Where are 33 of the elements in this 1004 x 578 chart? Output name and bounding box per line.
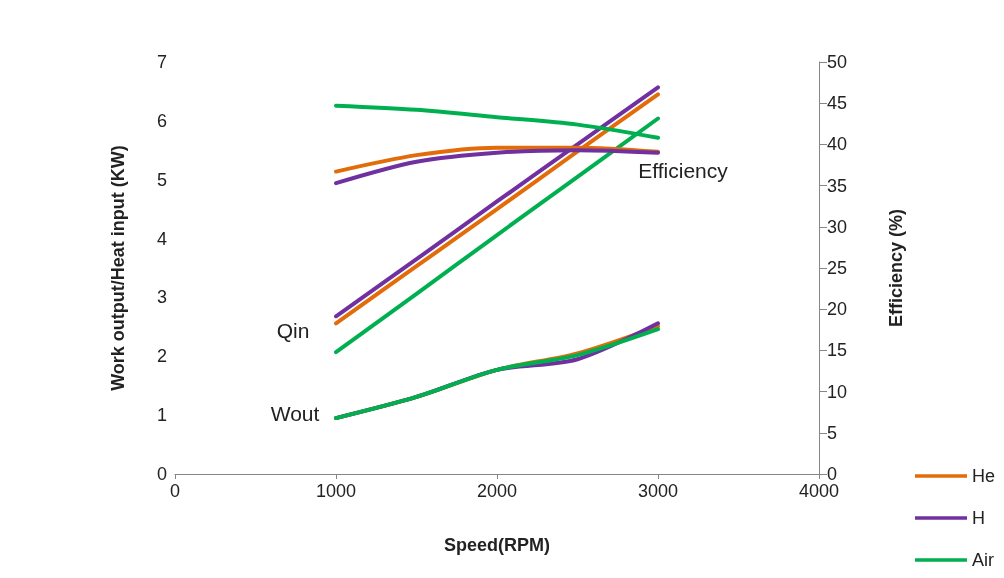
y2-tick-label: 35 [827, 175, 848, 196]
x-axis-title: Speed(RPM) [443, 535, 551, 555]
x-tick-label: 4000 [798, 481, 840, 501]
annotation: Efficiency [638, 158, 729, 182]
y-tick-label: 5 [156, 169, 167, 190]
y-axis-title: Work output/Heat input (KW) [108, 145, 128, 391]
y-tick-label: 1 [156, 405, 167, 426]
x-tick-label: 0 [169, 481, 181, 501]
legend-label: He [971, 466, 996, 486]
y2-tick-label: 20 [827, 299, 848, 320]
y-tick-label: 0 [156, 464, 167, 484]
y2-tick-label: 0 [827, 464, 838, 484]
y2-tick-label: 25 [827, 258, 848, 278]
y2-tick-label: 45 [827, 93, 848, 114]
y-tick-label: 4 [156, 228, 167, 249]
legend-label: Air [971, 550, 994, 570]
x-tick-label: 1000 [315, 481, 357, 501]
y2-tick-label: 50 [827, 52, 848, 72]
y2-tick-label: 5 [827, 422, 838, 443]
legend-label: H [971, 508, 985, 528]
y2-axis-title: Efficiency (%) [886, 208, 906, 328]
x-tick-label: 2000 [476, 481, 518, 501]
y-tick-label: 2 [156, 346, 167, 367]
annotation: Wout [270, 401, 320, 425]
x-tick-label: 3000 [637, 481, 679, 501]
y2-tick-label: 10 [827, 381, 848, 402]
y-tick-label: 7 [156, 52, 167, 72]
y2-tick-label: 15 [827, 340, 848, 361]
y-tick-label: 6 [156, 110, 167, 131]
y2-tick-label: 30 [827, 216, 848, 237]
y2-tick-label: 40 [827, 134, 848, 155]
y-tick-label: 3 [156, 287, 167, 308]
annotation: Qin [276, 318, 310, 342]
